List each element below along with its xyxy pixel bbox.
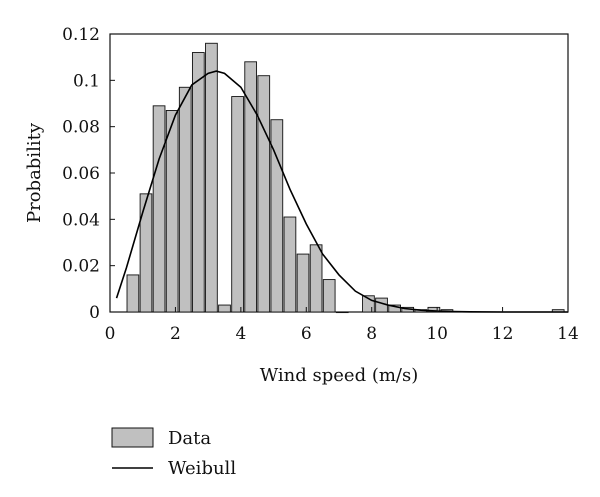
y-tick-label: 0.04 bbox=[62, 210, 100, 230]
bar bbox=[388, 304, 401, 313]
x-tick-label: 4 bbox=[235, 324, 246, 344]
x-tick-label: 10 bbox=[426, 324, 448, 344]
plot-frame bbox=[109, 33, 569, 313]
bar bbox=[178, 86, 192, 313]
bar bbox=[257, 75, 271, 313]
bar bbox=[218, 304, 231, 313]
y-tick-label: 0.06 bbox=[62, 164, 100, 184]
y-axis-ticks: 0 0.02 0.04 0.06 0.08 0.1 0.12 bbox=[62, 25, 115, 323]
y-tick-label: 0.02 bbox=[62, 257, 100, 277]
bar bbox=[126, 274, 140, 313]
x-tick-label: 2 bbox=[170, 324, 181, 344]
legend-data-label: Data bbox=[168, 428, 211, 449]
bar bbox=[322, 279, 336, 313]
weibull-curve bbox=[115, 70, 568, 313]
legend-weibull-label: Weibull bbox=[168, 458, 236, 479]
x-tick-label: 14 bbox=[557, 324, 579, 344]
x-tick-label: 8 bbox=[366, 324, 377, 344]
bar bbox=[335, 311, 349, 314]
bar bbox=[191, 52, 205, 313]
y-tick-label: 0 bbox=[89, 303, 100, 323]
legend: Data Weibull bbox=[111, 427, 236, 479]
x-tick-label: 0 bbox=[105, 324, 116, 344]
y-tick-label: 0.08 bbox=[62, 118, 100, 138]
x-axis-ticks: 0 2 4 6 8 10 12 14 bbox=[105, 307, 579, 344]
bar bbox=[270, 119, 284, 313]
data-bars bbox=[126, 42, 565, 314]
bar bbox=[427, 306, 441, 313]
bar bbox=[205, 42, 218, 313]
bar bbox=[231, 96, 244, 313]
bar bbox=[283, 216, 297, 313]
y-tick-label: 0.12 bbox=[62, 25, 100, 45]
x-axis-label: Wind speed (m/s) bbox=[260, 365, 419, 386]
y-axis-label: Probability bbox=[24, 122, 45, 223]
bar bbox=[152, 105, 166, 313]
bar bbox=[362, 295, 375, 313]
x-tick-label: 6 bbox=[301, 324, 312, 344]
x-tick-label: 12 bbox=[492, 324, 514, 344]
legend-data-swatch bbox=[111, 427, 154, 448]
bar bbox=[309, 244, 323, 313]
bar bbox=[165, 109, 179, 313]
bar bbox=[296, 253, 310, 313]
y-tick-label: 0.1 bbox=[73, 71, 100, 91]
bar bbox=[139, 193, 153, 313]
bar bbox=[244, 61, 258, 313]
